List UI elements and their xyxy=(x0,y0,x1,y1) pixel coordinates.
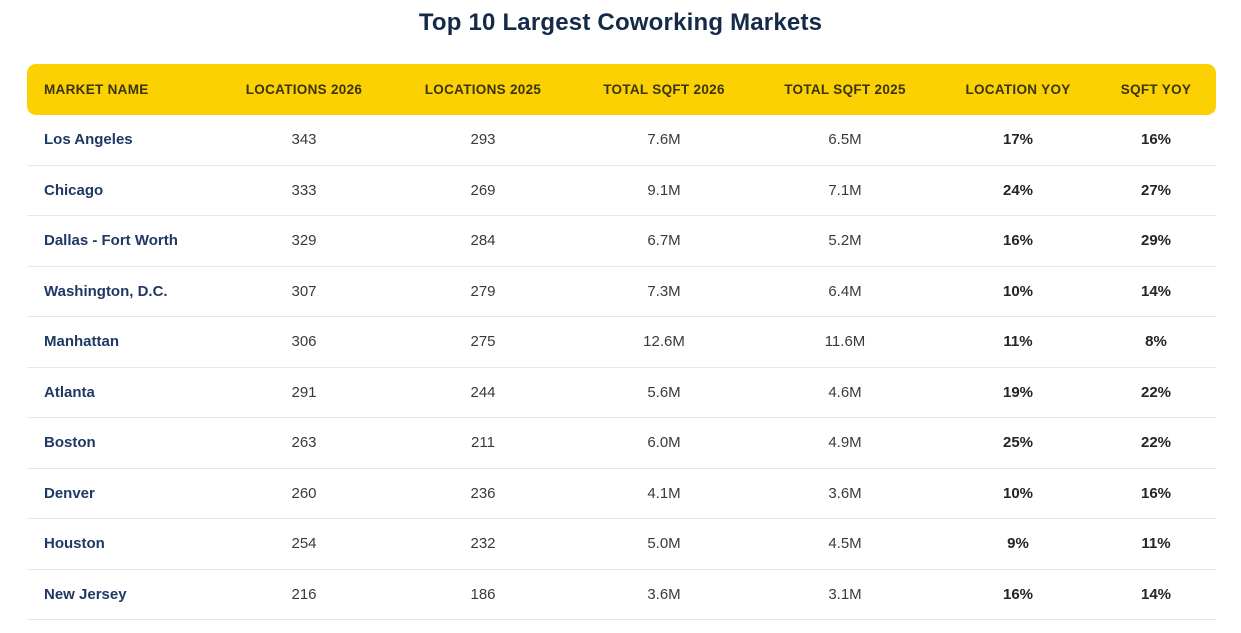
cell-total-sqft-2025: 11.6M xyxy=(824,333,866,351)
cell-location-yoy: 11% xyxy=(1003,333,1033,351)
cell-total-sqft-2025: 3.6M xyxy=(828,484,862,502)
cell-sqft-yoy: 11% xyxy=(1141,535,1171,553)
cell-market-name: Denver xyxy=(44,484,95,502)
cell-sqft-yoy: 14% xyxy=(1140,585,1172,603)
table-row[interactable]: New Jersey 216 186 3.6M 3.1M 16% 14% xyxy=(27,569,1216,620)
cell-location-yoy: 10% xyxy=(1002,282,1034,300)
cell-location-yoy: 16% xyxy=(1002,585,1034,603)
table-row[interactable]: Houston 254 232 5.0M 4.5M 9% 11% xyxy=(27,519,1216,570)
column-header-location-yoy[interactable]: LOCATION YOY xyxy=(965,82,1071,97)
cell-sqft-yoy: 14% xyxy=(1140,282,1172,300)
cell-location-yoy: 17% xyxy=(1002,131,1034,149)
table-row[interactable]: Manhattan 306 275 12.6M 11.6M 11% 8% xyxy=(27,317,1216,368)
cell-locations-2026: 254 xyxy=(291,535,317,553)
cell-market-name: New Jersey xyxy=(44,585,127,603)
cell-total-sqft-2025: 7.1M xyxy=(828,181,862,199)
cell-sqft-yoy: 22% xyxy=(1140,434,1172,452)
cell-locations-2026: 260 xyxy=(291,484,317,502)
table-row[interactable]: Los Angeles 343 293 7.6M 6.5M 17% 16% xyxy=(27,115,1216,166)
cell-sqft-yoy: 22% xyxy=(1140,383,1172,401)
cell-total-sqft-2026: 12.6M xyxy=(643,333,685,351)
cell-locations-2026: 263 xyxy=(291,434,317,452)
table-row[interactable]: Washington, D.C. 307 279 7.3M 6.4M 10% 14% xyxy=(27,266,1216,317)
table-row[interactable]: Chicago 333 269 9.1M 7.1M 24% 27% xyxy=(27,165,1216,216)
cell-locations-2026: 216 xyxy=(291,585,317,603)
cell-locations-2025: 275 xyxy=(470,333,496,351)
cell-locations-2025: 279 xyxy=(470,282,496,300)
cell-total-sqft-2026: 3.6M xyxy=(647,585,681,603)
table-row[interactable]: Atlanta 291 244 5.6M 4.6M 19% 22% xyxy=(27,367,1216,418)
cell-locations-2026: 343 xyxy=(291,131,317,149)
cell-market-name: Chicago xyxy=(44,181,104,199)
cell-location-yoy: 10% xyxy=(1002,484,1034,502)
cell-total-sqft-2026: 5.0M xyxy=(647,535,681,553)
cell-total-sqft-2026: 7.6M xyxy=(647,131,681,149)
cell-locations-2026: 307 xyxy=(291,282,317,300)
column-header-locations-2025[interactable]: LOCATIONS 2025 xyxy=(424,82,542,97)
cell-locations-2025: 211 xyxy=(471,434,495,452)
cell-sqft-yoy: 29% xyxy=(1140,232,1172,250)
cell-locations-2026: 291 xyxy=(291,383,317,401)
cell-location-yoy: 9% xyxy=(1007,535,1029,553)
cell-locations-2026: 333 xyxy=(291,181,317,199)
cell-location-yoy: 19% xyxy=(1002,383,1034,401)
cell-total-sqft-2026: 6.7M xyxy=(647,232,681,250)
cell-locations-2025: 186 xyxy=(470,585,496,603)
cell-market-name: Houston xyxy=(44,535,105,553)
table-row[interactable]: Boston 263 211 6.0M 4.9M 25% 22% xyxy=(27,418,1216,469)
cell-total-sqft-2025: 4.5M xyxy=(828,535,862,553)
cell-location-yoy: 25% xyxy=(1002,434,1034,452)
cell-locations-2026: 329 xyxy=(291,232,317,250)
cell-total-sqft-2025: 4.6M xyxy=(828,383,862,401)
cell-total-sqft-2025: 5.2M xyxy=(828,232,862,250)
cell-market-name: Los Angeles xyxy=(44,131,133,149)
cell-locations-2025: 293 xyxy=(470,131,496,149)
cell-sqft-yoy: 8% xyxy=(1145,333,1167,351)
cell-total-sqft-2026: 7.3M xyxy=(647,282,681,300)
cell-market-name: Manhattan xyxy=(44,333,119,351)
coworking-markets-table: MARKET NAME LOCATIONS 2026 LOCATIONS 202… xyxy=(27,64,1216,620)
column-header-total-sqft-2026[interactable]: TOTAL SQFT 2026 xyxy=(603,82,725,97)
cell-total-sqft-2026: 9.1M xyxy=(647,181,681,199)
cell-locations-2025: 284 xyxy=(470,232,496,250)
table-body: Los Angeles 343 293 7.6M 6.5M 17% 16% Chicago 33… xyxy=(27,115,1216,620)
cell-location-yoy: 16% xyxy=(1002,232,1034,250)
page-title: Top 10 Largest Coworking Markets xyxy=(418,9,823,36)
cell-locations-2025: 232 xyxy=(470,535,496,553)
cell-location-yoy: 24% xyxy=(1002,181,1034,199)
cell-locations-2025: 236 xyxy=(470,484,496,502)
table-row[interactable]: Denver 260 236 4.1M 3.6M 10% 16% xyxy=(27,468,1216,519)
cell-total-sqft-2025: 6.5M xyxy=(828,131,862,149)
column-header-total-sqft-2025[interactable]: TOTAL SQFT 2025 xyxy=(784,82,906,97)
cell-sqft-yoy: 16% xyxy=(1140,484,1172,502)
cell-market-name: Atlanta xyxy=(44,383,95,401)
cell-total-sqft-2026: 4.1M xyxy=(647,484,681,502)
cell-locations-2025: 269 xyxy=(470,181,496,199)
column-header-market-name[interactable]: MARKET NAME xyxy=(44,82,149,97)
cell-sqft-yoy: 16% xyxy=(1140,131,1172,149)
cell-total-sqft-2025: 3.1M xyxy=(828,585,862,603)
table-row[interactable]: Dallas - Fort Worth 329 284 6.7M 5.2M 16% 29% xyxy=(27,216,1216,267)
table-header-row: MARKET NAME LOCATIONS 2026 LOCATIONS 202… xyxy=(27,64,1216,115)
cell-total-sqft-2026: 6.0M xyxy=(647,434,681,452)
cell-total-sqft-2026: 5.6M xyxy=(647,383,681,401)
cell-locations-2025: 244 xyxy=(470,383,496,401)
cell-total-sqft-2025: 6.4M xyxy=(828,282,862,300)
cell-locations-2026: 306 xyxy=(291,333,317,351)
cell-sqft-yoy: 27% xyxy=(1140,181,1172,199)
column-header-locations-2026[interactable]: LOCATIONS 2026 xyxy=(245,82,363,97)
cell-market-name: Washington, D.C. xyxy=(44,282,168,300)
column-header-sqft-yoy[interactable]: SQFT YOY xyxy=(1120,82,1192,97)
cell-market-name: Boston xyxy=(44,434,96,452)
cell-total-sqft-2025: 4.9M xyxy=(828,434,862,452)
cell-market-name: Dallas - Fort Worth xyxy=(44,232,178,250)
